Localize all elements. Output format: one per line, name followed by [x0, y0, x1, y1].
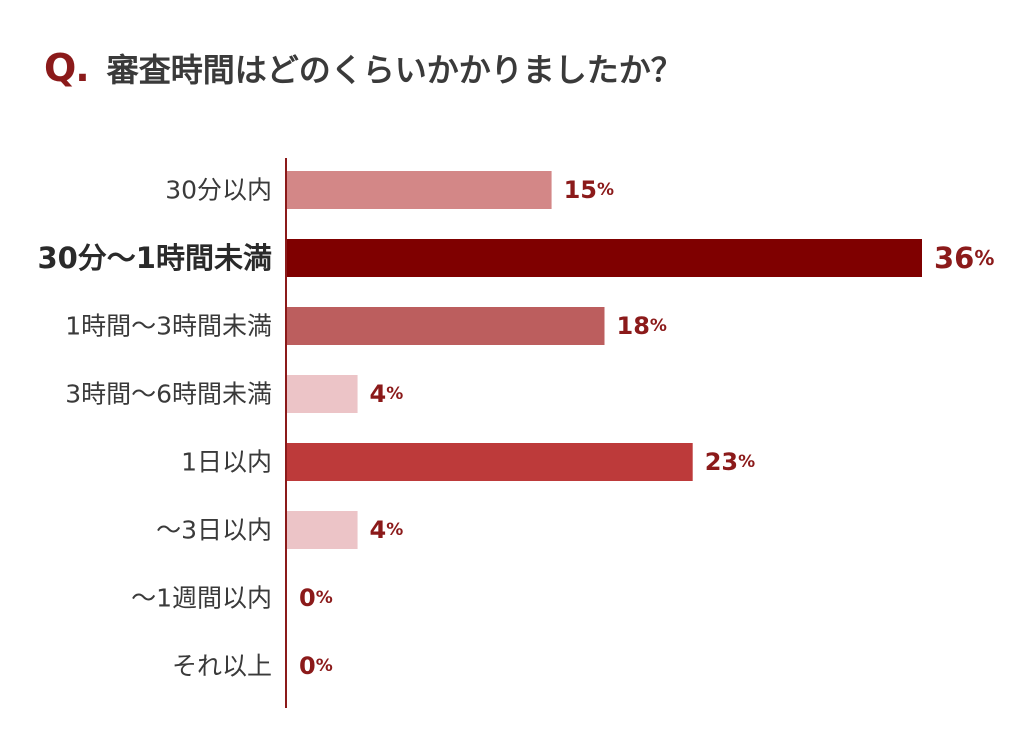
value-unit: % [316, 656, 333, 676]
value-label: 0% [299, 652, 333, 680]
value-unit: % [386, 520, 403, 540]
value-label: 4% [370, 516, 404, 544]
category-label: 〜3日以内 [156, 516, 272, 545]
bar [287, 511, 358, 549]
value-number: 15 [564, 176, 597, 204]
question-text: 審査時間はどのくらいかかりましたか？ [106, 51, 683, 89]
value-number: 23 [705, 448, 738, 476]
question-marker: Q. [44, 46, 90, 90]
value-number: 18 [617, 312, 650, 340]
category-label: 〜1週間以内 [131, 584, 272, 613]
category-label: それ以上 [172, 652, 272, 681]
value-label: 18% [617, 312, 667, 340]
category-label: 1時間〜3時間未満 [65, 312, 272, 341]
bar [287, 375, 358, 413]
value-unit: % [386, 384, 403, 404]
bar [287, 307, 605, 345]
value-number: 0 [299, 652, 316, 680]
value-number: 4 [370, 516, 387, 544]
value-label: 36% [934, 241, 994, 275]
value-unit: % [316, 588, 333, 608]
value-label: 0% [299, 584, 333, 612]
value-number: 0 [299, 584, 316, 612]
category-label: 30分以内 [165, 176, 272, 205]
bar [287, 239, 922, 277]
value-number: 36 [934, 241, 974, 275]
value-label: 23% [705, 448, 755, 476]
bar [287, 443, 693, 481]
category-label: 30分〜1時間未満 [37, 241, 272, 275]
value-unit: % [974, 246, 994, 270]
value-label: 15% [564, 176, 614, 204]
value-label: 4% [370, 380, 404, 408]
bar [287, 171, 552, 209]
category-label: 1日以内 [181, 448, 272, 477]
value-number: 4 [370, 380, 387, 408]
chart-title: Q. 審査時間はどのくらいかかりましたか？ [44, 38, 683, 98]
value-unit: % [650, 316, 667, 336]
category-label: 3時間〜6時間未満 [65, 380, 272, 409]
value-unit: % [738, 452, 755, 472]
value-unit: % [597, 180, 614, 200]
